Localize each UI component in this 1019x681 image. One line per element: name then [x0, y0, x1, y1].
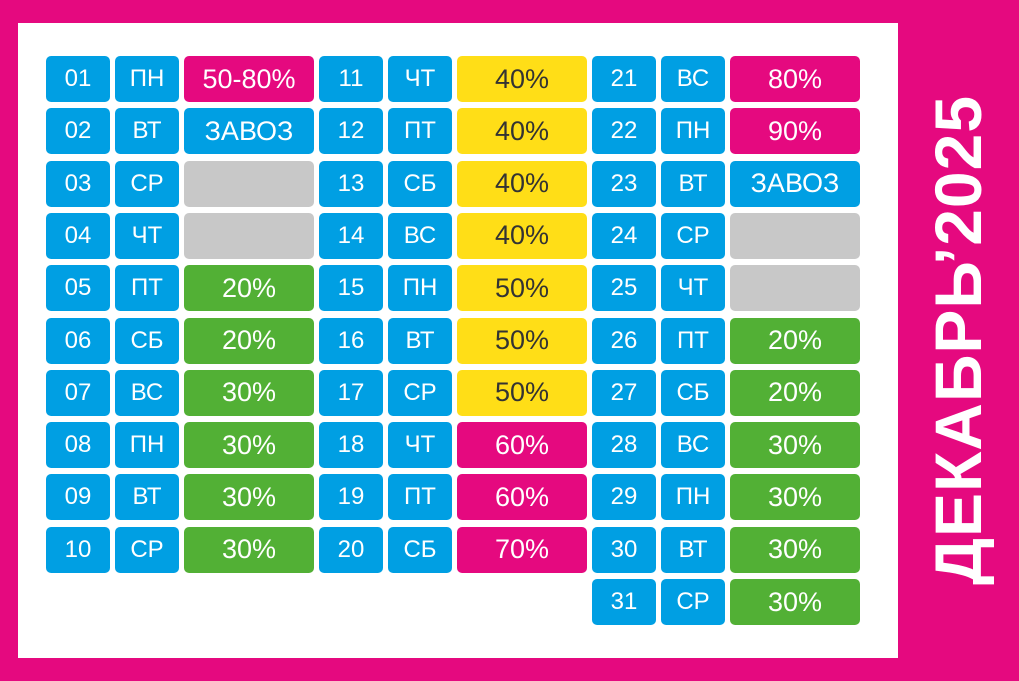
- weekday-label: ПН: [115, 422, 179, 469]
- discount-cell: 30%: [184, 369, 314, 416]
- empty-status-cell: [184, 212, 314, 259]
- discount-cell: 30%: [730, 474, 860, 521]
- empty-status-cell: [730, 212, 860, 259]
- weekday-label: ЧТ: [115, 212, 179, 259]
- weekday-label: ПН: [115, 56, 179, 102]
- discount-cell: 20%: [730, 369, 860, 416]
- discount-cell: ЗАВОЗ: [730, 160, 860, 207]
- weekday-label: ЧТ: [661, 265, 725, 312]
- discount-cell: 30%: [730, 579, 860, 625]
- weekday-label: СБ: [661, 369, 725, 416]
- day-number: 22: [592, 108, 656, 155]
- discount-cell: 20%: [184, 317, 314, 364]
- discount-cell: 60%: [457, 422, 587, 469]
- discount-cell: ЗАВОЗ: [184, 108, 314, 155]
- weekday-label: СР: [115, 526, 179, 573]
- calendar-panel: 01 ПН 50-80% 02 ВТ ЗАВОЗ 03 СР 04 ЧТ 05 ПТ 20% 06 СБ 20…: [18, 23, 898, 658]
- day-number: 16: [319, 317, 383, 364]
- discount-cell: 20%: [730, 317, 860, 364]
- day-number: 14: [319, 212, 383, 259]
- day-number: 10: [46, 526, 110, 573]
- weekday-label: ВС: [661, 422, 725, 469]
- weekday-label: СР: [661, 212, 725, 259]
- discount-cell: 30%: [730, 526, 860, 573]
- day-number: 02: [46, 108, 110, 155]
- day-number: 27: [592, 369, 656, 416]
- month-title: ДЕКАБРЬ’2025: [921, 94, 995, 586]
- weekday-label: ВТ: [388, 317, 452, 364]
- day-number: 24: [592, 212, 656, 259]
- discount-cell: 30%: [184, 474, 314, 521]
- weekday-label: ВТ: [661, 160, 725, 207]
- weekday-label: СР: [388, 369, 452, 416]
- day-number: 08: [46, 422, 110, 469]
- discount-cell: 40%: [457, 56, 587, 102]
- day-number: 29: [592, 474, 656, 521]
- day-number: 12: [319, 108, 383, 155]
- weekday-label: ПТ: [661, 317, 725, 364]
- weekday-label: ВТ: [661, 526, 725, 573]
- discount-cell: 70%: [457, 526, 587, 573]
- discount-cell: 30%: [184, 526, 314, 573]
- discount-cell: 50%: [457, 317, 587, 364]
- weekday-label: ЧТ: [388, 56, 452, 102]
- discount-cell: 50%: [457, 265, 587, 312]
- weekday-label: СБ: [388, 526, 452, 573]
- day-number: 11: [319, 56, 383, 102]
- empty-status-cell: [184, 160, 314, 207]
- discount-cell: 40%: [457, 212, 587, 259]
- discount-cell: 90%: [730, 108, 860, 155]
- discount-cell: 60%: [457, 474, 587, 521]
- day-number: 28: [592, 422, 656, 469]
- day-number: 17: [319, 369, 383, 416]
- weekday-label: ВС: [115, 369, 179, 416]
- weekday-label: ВС: [661, 56, 725, 102]
- day-number: 13: [319, 160, 383, 207]
- day-number: 21: [592, 56, 656, 102]
- weekday-label: СР: [115, 160, 179, 207]
- day-number: 23: [592, 160, 656, 207]
- discount-cell: 40%: [457, 108, 587, 155]
- weekday-label: ВТ: [115, 474, 179, 521]
- discount-cell: 80%: [730, 56, 860, 102]
- weekday-label: ПТ: [388, 474, 452, 521]
- discount-cell: 40%: [457, 160, 587, 207]
- discount-cell: 50-80%: [184, 56, 314, 102]
- day-number: 05: [46, 265, 110, 312]
- day-number: 26: [592, 317, 656, 364]
- discount-cell: 20%: [184, 265, 314, 312]
- day-number: 18: [319, 422, 383, 469]
- day-number: 15: [319, 265, 383, 312]
- day-number: 04: [46, 212, 110, 259]
- day-number: 31: [592, 579, 656, 625]
- calendar-grid: 01 ПН 50-80% 02 ВТ ЗАВОЗ 03 СР 04 ЧТ 05 ПТ 20% 06 СБ 20…: [18, 23, 898, 658]
- day-number: 25: [592, 265, 656, 312]
- day-number: 03: [46, 160, 110, 207]
- weekday-label: ПТ: [388, 108, 452, 155]
- weekday-label: ЧТ: [388, 422, 452, 469]
- discount-cell: 50%: [457, 369, 587, 416]
- day-number: 06: [46, 317, 110, 364]
- discount-cell: 30%: [730, 422, 860, 469]
- discount-cell: 30%: [184, 422, 314, 469]
- empty-status-cell: [730, 265, 860, 312]
- weekday-label: ПН: [388, 265, 452, 312]
- day-number: 07: [46, 369, 110, 416]
- day-number: 01: [46, 56, 110, 102]
- weekday-label: СР: [661, 579, 725, 625]
- day-number: 19: [319, 474, 383, 521]
- day-number: 30: [592, 526, 656, 573]
- weekday-label: ВТ: [115, 108, 179, 155]
- day-number: 09: [46, 474, 110, 521]
- weekday-label: ВС: [388, 212, 452, 259]
- weekday-label: ПН: [661, 474, 725, 521]
- weekday-label: СБ: [115, 317, 179, 364]
- day-number: 20: [319, 526, 383, 573]
- weekday-label: ПТ: [115, 265, 179, 312]
- weekday-label: СБ: [388, 160, 452, 207]
- weekday-label: ПН: [661, 108, 725, 155]
